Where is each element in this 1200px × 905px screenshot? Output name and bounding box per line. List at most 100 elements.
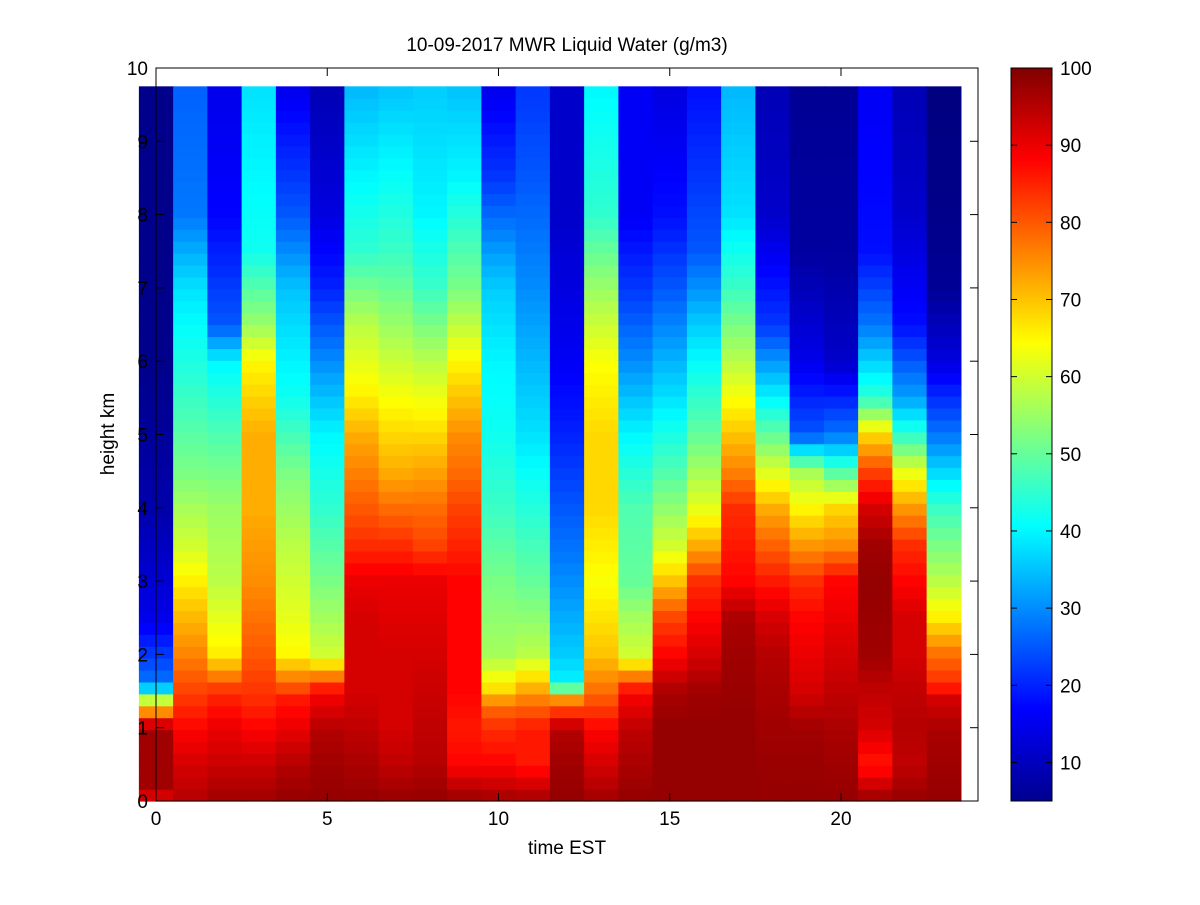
heatmap-cell [721,789,756,802]
x-tick-label: 15 [659,809,680,830]
heatmap-cell [515,312,551,326]
heatmap-cell [926,538,962,552]
heatmap-cell [686,527,722,540]
heatmap-cell [721,276,756,290]
heatmap-cell [858,110,893,123]
heatmap-cell [926,598,962,612]
heatmap-cell [549,229,585,242]
heatmap-cell [378,550,414,564]
heatmap-cell [310,538,345,552]
heatmap-cell [858,729,893,743]
heatmap-cell [686,765,722,778]
heatmap-cell [584,157,619,171]
heatmap-cell [481,419,517,433]
heatmap-cell [686,717,722,731]
heatmap-cell [652,479,688,492]
heatmap-cell [618,550,654,564]
heatmap-cell [892,646,928,659]
heatmap-cell [721,658,756,671]
heatmap-cell [481,729,517,743]
heatmap-cell [926,646,962,659]
heatmap-cell [618,574,654,588]
heatmap-cell [892,586,928,600]
heatmap-cell [755,598,791,612]
heatmap-cell [755,312,791,326]
heatmap-cell [275,789,311,802]
heatmap-cell [892,658,928,671]
heatmap-cell [344,467,380,480]
colorbar-tick-label: 80 [1060,213,1081,234]
heatmap-cell [275,610,311,623]
heatmap-cell [241,229,277,242]
heatmap-cell [481,312,517,326]
heatmap-cell [858,717,893,731]
heatmap-cell [447,598,482,612]
heatmap-cell [275,741,311,754]
heatmap-cell [926,693,962,707]
heatmap-cell [310,729,345,743]
heatmap-cell [549,586,585,600]
heatmap-cell [823,646,859,659]
heatmap-cell [789,705,825,719]
heatmap-cell [310,336,345,349]
heatmap-cell [481,157,517,171]
heatmap-cell [207,610,243,623]
heatmap-cell [892,777,928,790]
heatmap-cell [412,562,448,576]
heatmap-cell [858,276,893,290]
heatmap-cell [481,681,517,695]
heatmap-cell [686,693,722,707]
heatmap-cell [926,574,962,588]
heatmap-cell [515,669,551,683]
heatmap-cell [515,336,551,349]
colorbar [1011,68,1052,801]
heatmap-cell [241,241,277,254]
heatmap-cell [412,324,448,338]
heatmap-cell [858,634,893,647]
heatmap-cell [515,407,551,421]
heatmap-cell [858,693,893,707]
heatmap-cell [412,634,448,647]
heatmap-cell [173,217,208,230]
heatmap-cell [207,479,243,492]
heatmap-cell [755,658,791,671]
heatmap-cell [755,372,791,385]
heatmap-cell [789,193,825,207]
heatmap-cell [823,253,859,266]
heatmap-cell [173,515,208,528]
heatmap-cell [686,312,722,326]
heatmap-cell [858,193,893,207]
heatmap-cell [447,491,482,504]
heatmap-cell [207,467,243,480]
heatmap-cell [892,288,928,302]
heatmap-cell [789,669,825,683]
heatmap-cell [789,479,825,492]
heatmap-cell [447,324,482,338]
heatmap-cell [926,181,962,195]
heatmap-cell [618,229,654,242]
heatmap-cell [858,646,893,659]
heatmap-cell [378,741,414,754]
heatmap-cell [789,396,825,409]
heatmap-cell [173,562,208,576]
heatmap-cell [515,598,551,612]
heatmap-cell [618,264,654,278]
heatmap-cell [481,407,517,421]
heatmap-cell [823,431,859,445]
heatmap-cell [241,110,277,123]
heatmap-cell [789,777,825,790]
heatmap-cell [344,729,380,743]
heatmap-cell [584,658,619,671]
heatmap-cell [892,550,928,564]
heatmap-cell [378,193,414,207]
heatmap-cell [173,288,208,302]
heatmap-cell [789,658,825,671]
heatmap-cell [310,217,345,230]
heatmap-cell [412,396,448,409]
colorbar-tick-label: 70 [1060,290,1081,311]
heatmap-cell [310,622,345,635]
heatmap-cell [618,324,654,338]
heatmap-cell [412,717,448,731]
heatmap-cell [789,157,825,171]
heatmap-cell [926,86,962,99]
